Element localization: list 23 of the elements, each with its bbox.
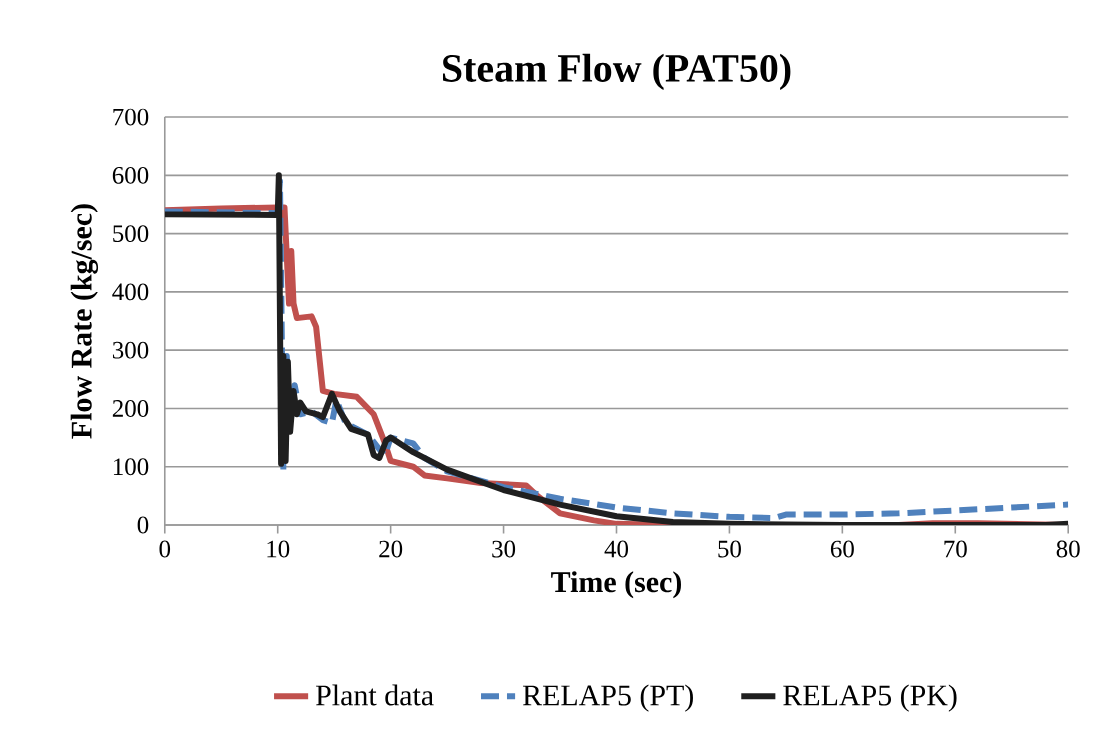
x-tick-label: 60: [830, 540, 854, 558]
x-tick-label: 20: [379, 540, 403, 558]
x-tick-label: 0: [159, 540, 171, 558]
x-tick-label: 10: [267, 540, 290, 558]
x-tick-label: 70: [944, 540, 967, 558]
y-tick-label: 400: [112, 283, 149, 301]
x-tick-label: 30: [492, 540, 516, 558]
x-tick-label: 50: [718, 540, 741, 558]
chart-title: Steam Flow (PAT50): [443, 53, 791, 91]
legend-label: Plant data: [316, 684, 434, 706]
x-axis-title: Time (sec): [551, 571, 681, 599]
y-tick-label: 0: [137, 516, 149, 534]
x-tick-label: 80: [1056, 540, 1080, 558]
x-tick-label: 40: [604, 540, 629, 558]
y-tick-label: 300: [112, 341, 149, 359]
y-tick-label: 200: [112, 400, 149, 417]
y-axis-title: Flow Rate (kg/sec): [70, 204, 99, 439]
legend-label: RELAP5 (PK): [783, 684, 957, 712]
y-tick-label: 700: [113, 108, 149, 126]
y-tick-label: 600: [112, 167, 149, 184]
y-tick-label: 100: [113, 458, 149, 476]
legend-label: RELAP5 (PT): [522, 684, 693, 712]
y-tick-label: 500: [113, 225, 149, 243]
